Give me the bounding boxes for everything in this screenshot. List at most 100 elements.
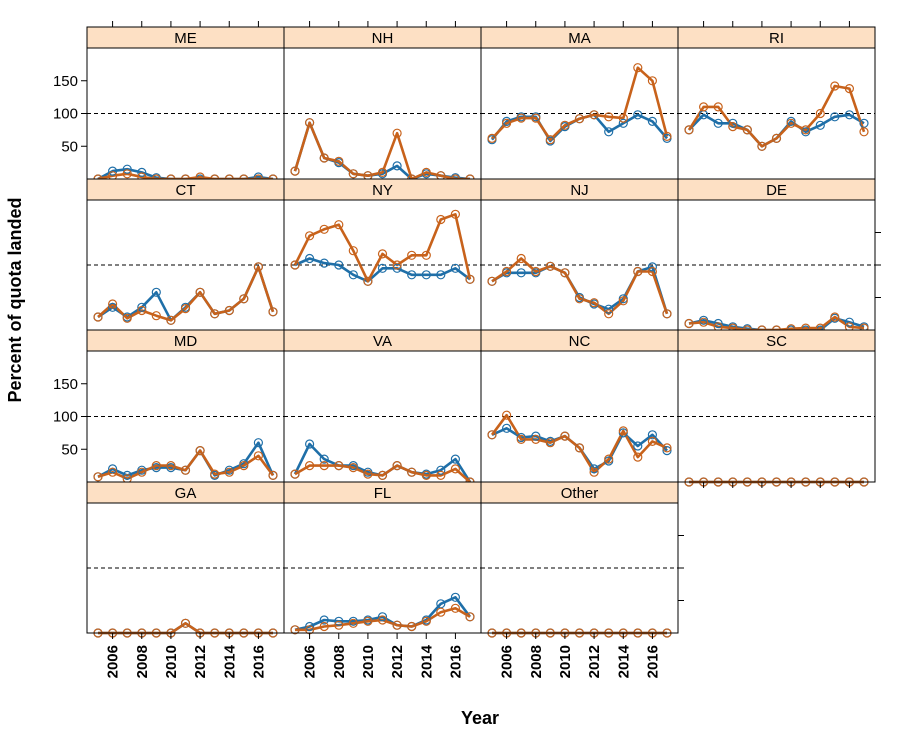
data-point-b bbox=[253, 262, 263, 272]
data-point-b bbox=[450, 464, 460, 474]
data-point-b bbox=[305, 118, 315, 128]
data-point-b bbox=[815, 108, 825, 119]
panel-border bbox=[677, 26, 876, 180]
panel-strip-label: NY bbox=[372, 182, 393, 199]
y-tick-label: 150 bbox=[53, 73, 78, 90]
data-point-b bbox=[195, 287, 205, 297]
data-point-b bbox=[618, 296, 628, 306]
data-point-b bbox=[742, 125, 752, 135]
data-point-a bbox=[604, 127, 614, 137]
data-point-b bbox=[319, 153, 329, 163]
panel-border bbox=[480, 178, 679, 331]
x-tick-label: 2010 bbox=[163, 645, 180, 678]
x-tick-label: 2012 bbox=[586, 645, 603, 678]
data-point-b bbox=[698, 102, 709, 112]
data-point-b bbox=[801, 125, 811, 135]
data-point-a bbox=[392, 161, 402, 171]
data-point-a bbox=[305, 621, 315, 632]
data-point-b bbox=[305, 231, 315, 241]
data-point-b bbox=[180, 465, 191, 475]
y-axis-title: Percent of quota landed bbox=[5, 197, 25, 402]
data-point-a bbox=[377, 263, 388, 273]
data-point-a bbox=[107, 166, 118, 176]
data-point-b bbox=[757, 141, 767, 151]
x-tick-label: 2014 bbox=[221, 644, 238, 678]
data-point-a bbox=[107, 302, 118, 312]
data-point-b bbox=[545, 135, 555, 145]
data-point-a bbox=[647, 430, 658, 440]
data-point-b bbox=[604, 454, 614, 464]
data-point-b bbox=[589, 110, 599, 120]
series-line-a bbox=[97, 441, 275, 478]
data-point-b bbox=[93, 312, 103, 322]
data-point-b bbox=[728, 121, 738, 132]
data-point-b bbox=[334, 220, 344, 230]
data-point-b bbox=[93, 472, 103, 482]
panel-border bbox=[480, 329, 679, 483]
series-line-a bbox=[294, 595, 472, 632]
data-point-b bbox=[421, 250, 431, 260]
data-point-a bbox=[436, 465, 446, 475]
series-line-b bbox=[491, 257, 669, 316]
data-point-b bbox=[151, 311, 161, 321]
x-tick-label: 2012 bbox=[192, 645, 209, 678]
data-point-a bbox=[407, 270, 417, 280]
series-line-b bbox=[293, 213, 472, 283]
y-tick-label: 100 bbox=[53, 409, 78, 426]
data-point-b bbox=[684, 318, 694, 329]
data-point-b bbox=[137, 305, 147, 316]
data-point-b bbox=[589, 298, 599, 308]
data-point-b bbox=[560, 120, 570, 130]
panel-strip-label: FL bbox=[374, 485, 392, 502]
data-point-a bbox=[713, 318, 723, 329]
y-tick-label: 150 bbox=[53, 376, 78, 393]
panel-border bbox=[283, 26, 482, 180]
data-point-b bbox=[633, 452, 643, 462]
data-point-b bbox=[137, 467, 147, 477]
data-point-a bbox=[137, 302, 147, 312]
data-point-b bbox=[407, 467, 417, 477]
data-point-b bbox=[290, 260, 300, 270]
data-point-b bbox=[684, 125, 694, 135]
y-tick-label: 50 bbox=[61, 441, 78, 458]
data-point-b bbox=[253, 451, 263, 461]
data-point-b bbox=[647, 76, 658, 86]
data-point-b bbox=[334, 156, 344, 166]
panel-border bbox=[480, 481, 679, 634]
data-point-b bbox=[334, 620, 344, 630]
series-line-b bbox=[491, 66, 669, 141]
data-point-b bbox=[377, 470, 388, 480]
data-point-b bbox=[363, 616, 373, 626]
data-point-b bbox=[268, 470, 278, 480]
panel-strip-label: VA bbox=[373, 333, 392, 350]
data-point-b bbox=[239, 294, 249, 304]
data-point-a bbox=[392, 263, 402, 273]
data-point-b bbox=[348, 618, 358, 628]
x-tick-label: 2012 bbox=[389, 645, 406, 678]
data-point-b bbox=[224, 305, 234, 316]
panel-strip-label: ME bbox=[174, 30, 197, 47]
data-point-b bbox=[436, 214, 446, 225]
data-point-b bbox=[830, 81, 840, 91]
data-point-b bbox=[859, 127, 869, 137]
data-point-a bbox=[319, 454, 329, 464]
data-point-a bbox=[647, 262, 658, 272]
series-line-b bbox=[490, 413, 668, 474]
data-point-b bbox=[662, 309, 672, 319]
data-point-a bbox=[450, 263, 460, 273]
data-point-b bbox=[363, 469, 373, 479]
panel-va: VA bbox=[283, 329, 482, 487]
data-point-b bbox=[487, 430, 497, 440]
data-point-b bbox=[107, 299, 118, 309]
series-line-b bbox=[97, 449, 275, 481]
panel-me: ME bbox=[86, 26, 285, 184]
data-point-b bbox=[421, 470, 431, 480]
data-point-a bbox=[604, 304, 614, 314]
data-point-b bbox=[377, 249, 388, 259]
data-point-a bbox=[137, 167, 147, 177]
data-point-b bbox=[465, 612, 475, 622]
axes-layer: 50 100 150 50 100 150 2006 2008 2010 2012 2014 2016… bbox=[53, 21, 881, 678]
panel-strip-label: CT bbox=[176, 182, 196, 199]
x-tick-label: 2014 bbox=[615, 644, 632, 678]
data-point-b bbox=[348, 246, 358, 256]
